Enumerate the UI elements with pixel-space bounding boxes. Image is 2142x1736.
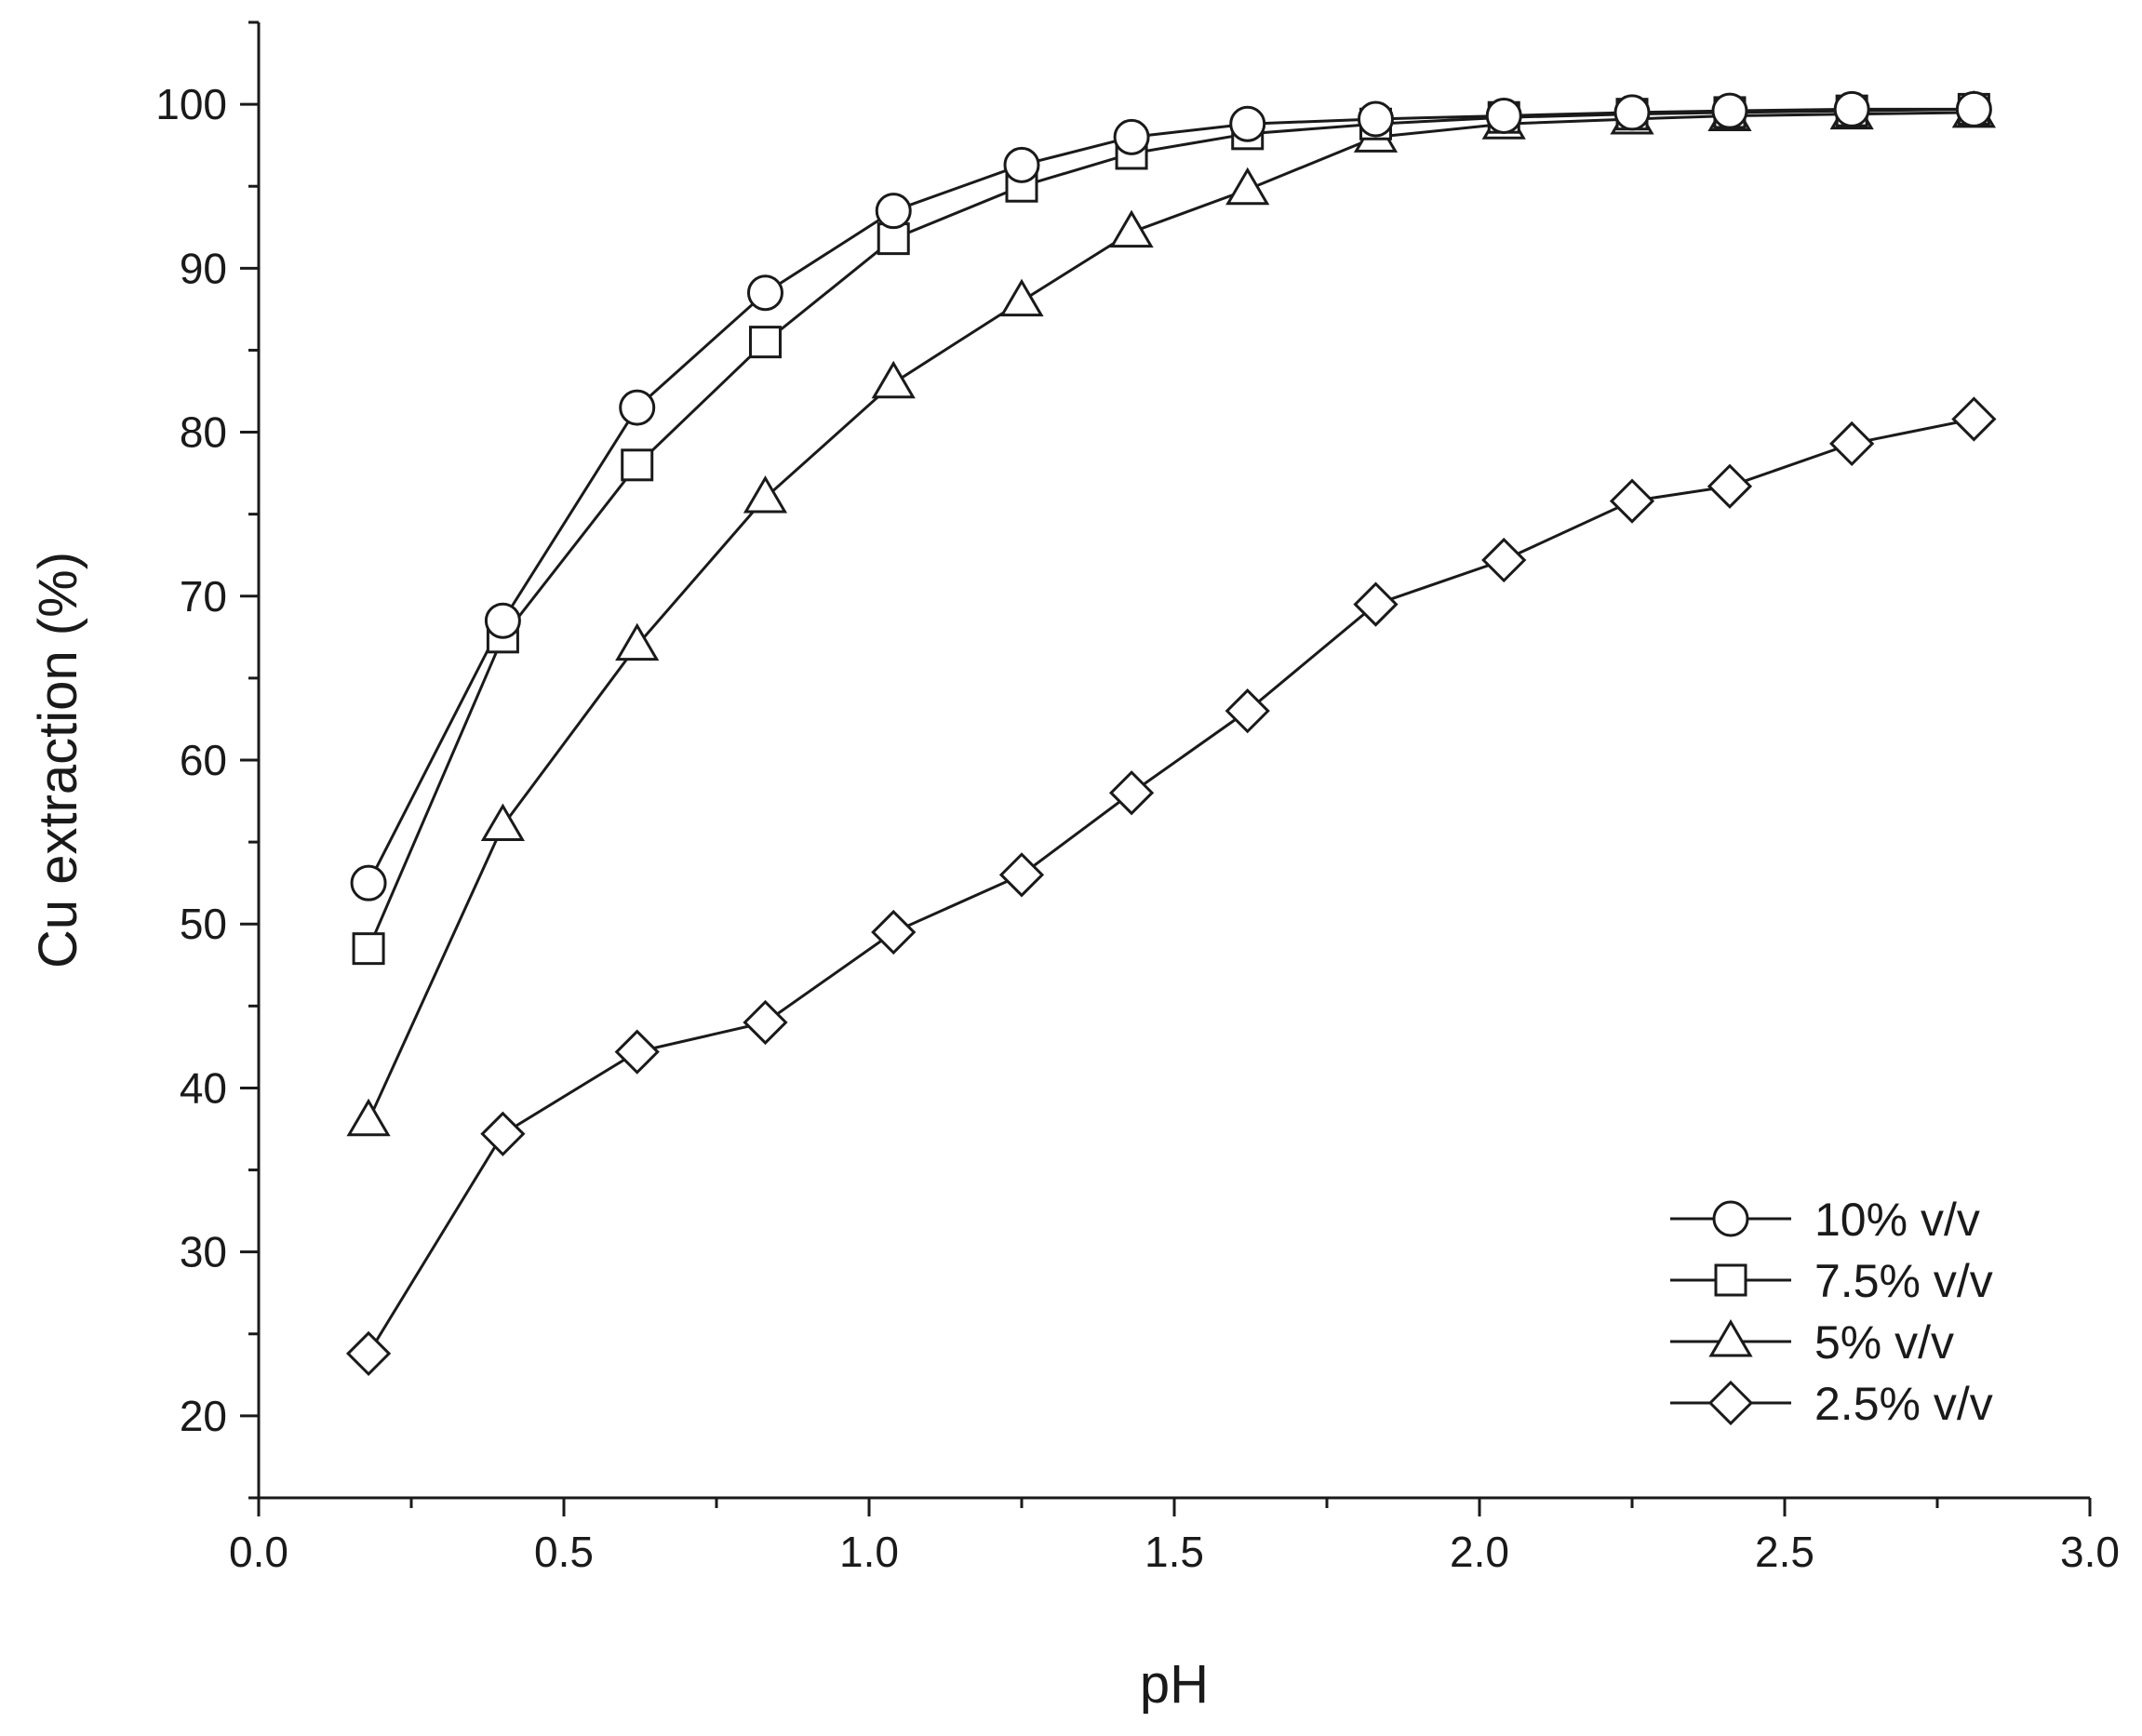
data-point-2-5-v-v-12 xyxy=(1829,421,1875,467)
data-point-5-v-v-6 xyxy=(1109,209,1154,248)
series-layer xyxy=(345,89,1997,1377)
legend-label-2-5-v-v: 2.5% v/v xyxy=(1814,1378,1993,1430)
data-point-10-v-v-13 xyxy=(1955,90,1992,127)
y-tick-label-5: 70 xyxy=(180,572,227,621)
y-tick-label-7: 90 xyxy=(180,244,227,292)
legend-label-5-v-v: 5% v/v xyxy=(1814,1316,1954,1369)
y-tick-label-3: 50 xyxy=(180,900,227,948)
axes: 0.0 0.5 1.0 1.5 2.0 2.5 3.0 20 30 40 50 60 70 80 90 100 xyxy=(155,20,2120,1576)
x-tick-label-0: 0.0 xyxy=(229,1528,288,1576)
data-point-5-v-v-5 xyxy=(999,278,1044,317)
x-tick-label-3: 1.5 xyxy=(1145,1528,1204,1576)
data-point-5-v-v-2 xyxy=(615,622,660,661)
data-point-5-v-v-1 xyxy=(480,803,526,841)
x-tick-label-6: 3.0 xyxy=(2060,1528,2120,1576)
y-tick-label-6: 80 xyxy=(180,408,227,457)
data-point-10-v-v-6 xyxy=(1113,118,1150,155)
data-point-10-v-v-12 xyxy=(1833,90,1870,127)
legend-marker-10-v-v xyxy=(1712,1200,1749,1237)
data-point-7-5-v-v-3 xyxy=(748,326,782,359)
data-point-2-5-v-v-1 xyxy=(480,1111,526,1156)
data-point-10-v-v-7 xyxy=(1229,105,1266,142)
data-point-5-v-v-3 xyxy=(743,475,788,514)
data-point-2-5-v-v-5 xyxy=(998,852,1045,898)
y-tick-label-2: 40 xyxy=(180,1063,227,1112)
data-point-10-v-v-8 xyxy=(1357,100,1394,138)
legend-label-10-v-v: 10% v/v xyxy=(1814,1194,1980,1246)
data-point-10-v-v-2 xyxy=(619,389,656,426)
data-point-10-v-v-4 xyxy=(875,193,912,230)
x-tick-label-2: 1.0 xyxy=(839,1528,899,1576)
data-point-10-v-v-1 xyxy=(484,602,521,639)
data-point-5-v-v-0 xyxy=(346,1098,391,1137)
data-point-7-5-v-v-0 xyxy=(352,932,385,966)
data-point-2-5-v-v-6 xyxy=(1108,770,1155,816)
data-point-7-5-v-v-2 xyxy=(621,448,654,482)
legend-marker-2-5-v-v xyxy=(1707,1380,1754,1426)
data-point-10-v-v-11 xyxy=(1711,92,1748,129)
data-point-2-5-v-v-8 xyxy=(1353,581,1399,627)
data-point-10-v-v-0 xyxy=(350,864,387,901)
data-point-10-v-v-9 xyxy=(1485,97,1522,134)
legend-marker-7-5-v-v xyxy=(1714,1263,1747,1297)
data-point-2-5-v-v-13 xyxy=(1951,396,1997,442)
legend-label-7-5-v-v: 7.5% v/v xyxy=(1814,1255,1993,1307)
y-tick-label-8: 100 xyxy=(155,80,227,128)
x-tick-label-5: 2.5 xyxy=(1755,1528,1814,1576)
data-point-5-v-v-4 xyxy=(871,360,916,399)
x-tick-label-4: 2.0 xyxy=(1450,1528,1509,1576)
data-point-2-5-v-v-7 xyxy=(1225,688,1270,734)
data-point-2-5-v-v-11 xyxy=(1707,463,1753,509)
y-axis-title: Cu extraction (%) xyxy=(28,552,88,968)
data-point-10-v-v-3 xyxy=(746,274,783,312)
y-tick-label-0: 20 xyxy=(180,1392,227,1440)
y-tick-label-4: 60 xyxy=(180,736,227,784)
legend-marker-5-v-v xyxy=(1708,1319,1753,1357)
data-point-2-5-v-v-0 xyxy=(345,1330,392,1377)
data-point-5-v-v-7 xyxy=(1225,167,1270,206)
data-point-2-5-v-v-4 xyxy=(871,909,917,955)
x-tick-label-1: 0.5 xyxy=(534,1528,594,1576)
data-point-2-5-v-v-3 xyxy=(743,999,788,1046)
x-axis-title: pH xyxy=(1140,1654,1209,1715)
data-point-10-v-v-10 xyxy=(1613,94,1651,131)
y-tick-label-1: 30 xyxy=(180,1228,227,1276)
data-point-2-5-v-v-9 xyxy=(1481,537,1527,583)
data-point-10-v-v-5 xyxy=(1003,146,1040,183)
data-point-2-5-v-v-10 xyxy=(1609,478,1655,524)
data-point-2-5-v-v-2 xyxy=(614,1029,660,1075)
legend: 10% v/v 7.5% v/v 5% v/v 2.5% v/v xyxy=(1670,1194,1993,1430)
